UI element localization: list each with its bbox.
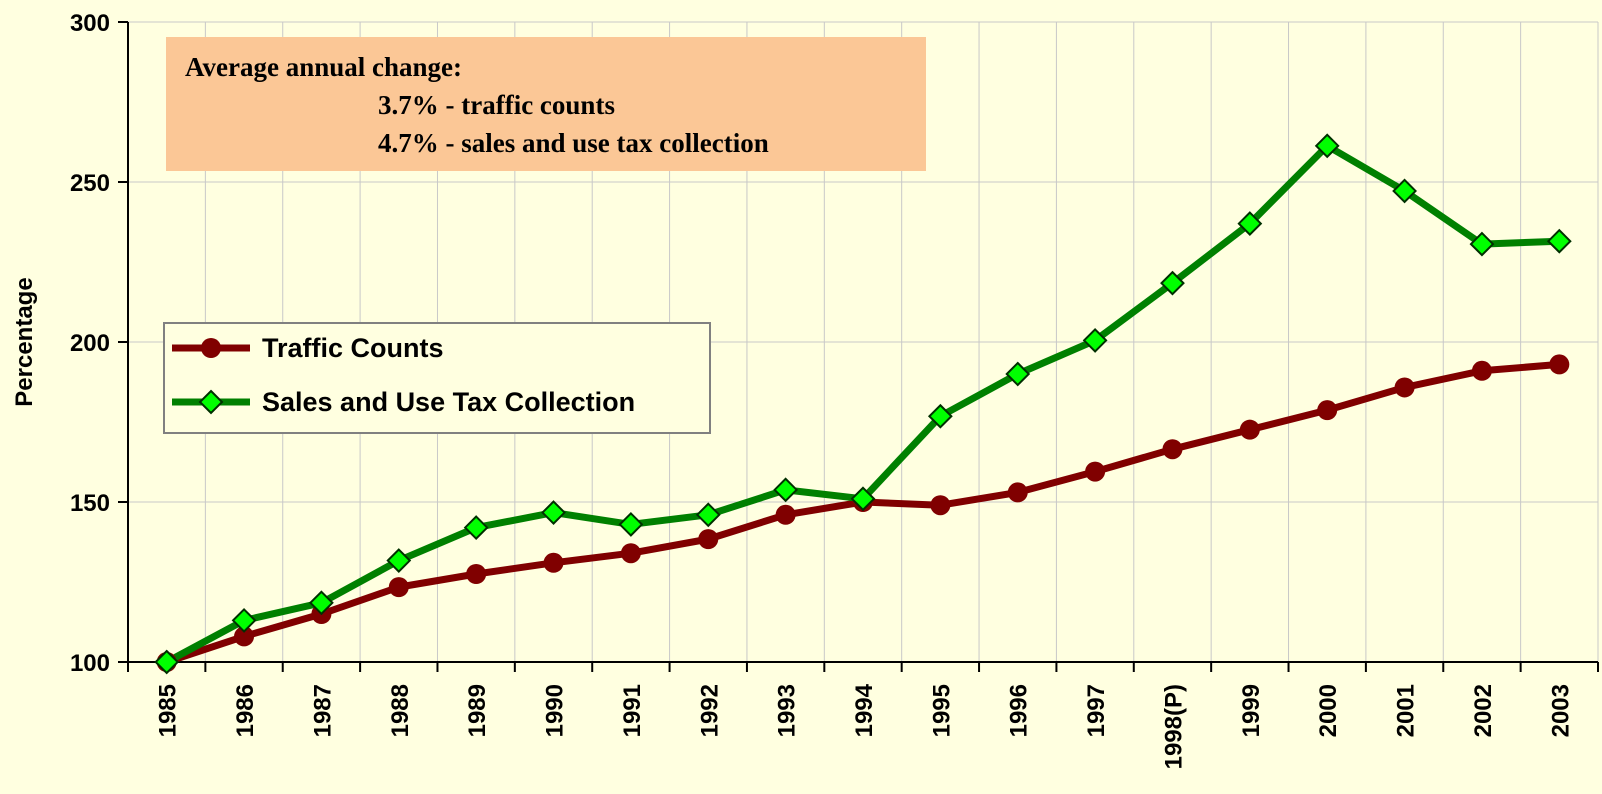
marker xyxy=(541,500,566,525)
marker xyxy=(1082,327,1108,353)
x-tick-label: 1991 xyxy=(619,684,646,737)
marker xyxy=(543,552,564,573)
legend-label: Sales and Use Tax Collection xyxy=(262,387,635,417)
legend-marker xyxy=(198,389,224,415)
x-tick-label: 1997 xyxy=(1083,684,1110,737)
marker xyxy=(1317,400,1338,421)
annotation-line: Average annual change: xyxy=(185,52,462,82)
x-tick-label: 1987 xyxy=(309,684,336,737)
x-tick-label: 1999 xyxy=(1238,684,1265,737)
marker xyxy=(698,529,719,550)
marker xyxy=(388,577,409,598)
marker xyxy=(309,590,334,616)
marker xyxy=(1085,461,1106,482)
annotation-line: 3.7% - traffic counts xyxy=(378,90,615,120)
marker xyxy=(927,403,953,429)
marker xyxy=(850,486,876,512)
marker xyxy=(234,626,255,647)
x-tick-label: 1986 xyxy=(232,684,259,737)
marker xyxy=(463,515,489,541)
marker xyxy=(620,543,641,564)
y-tick-label: 150 xyxy=(70,490,110,517)
marker xyxy=(930,495,951,516)
marker xyxy=(231,607,257,633)
marker xyxy=(1471,360,1492,381)
y-tick-label: 250 xyxy=(70,170,110,197)
marker xyxy=(1549,354,1570,375)
annotation-box xyxy=(166,37,926,171)
marker xyxy=(1005,361,1031,387)
marker xyxy=(1007,482,1028,503)
y-axis-label: Percentage xyxy=(11,277,38,406)
x-tick-label: 2003 xyxy=(1547,684,1574,737)
x-tick-label: 2000 xyxy=(1315,684,1342,737)
marker xyxy=(618,511,644,537)
marker xyxy=(1469,231,1495,257)
x-tick-label: 1993 xyxy=(774,684,801,737)
x-tick-label: 2002 xyxy=(1470,684,1497,737)
marker xyxy=(1392,178,1417,204)
marker xyxy=(466,564,487,584)
marker xyxy=(1237,211,1263,237)
y-tick-label: 200 xyxy=(70,330,110,357)
x-tick-label: 2001 xyxy=(1393,684,1420,737)
x-tick-label: 1994 xyxy=(851,683,878,737)
x-tick-label: 1998(P) xyxy=(1160,684,1187,769)
marker xyxy=(1394,377,1415,398)
marker xyxy=(1162,439,1183,460)
marker xyxy=(1160,270,1185,296)
annotation-line: 4.7% - sales and use tax collection xyxy=(378,128,769,158)
x-tick-label: 1992 xyxy=(696,684,723,737)
x-tick-label: 1989 xyxy=(464,684,491,737)
marker xyxy=(695,502,721,528)
y-tick-label: 100 xyxy=(70,650,110,677)
marker xyxy=(386,548,412,573)
x-tick-label: 1985 xyxy=(155,684,182,737)
marker xyxy=(1239,419,1260,440)
marker xyxy=(1546,228,1572,254)
legend-box xyxy=(163,322,711,434)
marker xyxy=(773,477,799,503)
x-tick-label: 1995 xyxy=(928,684,955,737)
marker xyxy=(1314,133,1340,159)
legend-label: Traffic Counts xyxy=(262,333,444,363)
x-tick-label: 1990 xyxy=(542,684,569,737)
legend-marker xyxy=(201,338,221,358)
plot xyxy=(154,133,1572,675)
marker xyxy=(154,649,180,675)
y-tick-label: 300 xyxy=(70,10,110,37)
marker xyxy=(775,504,796,525)
legend: Traffic Counts Sales and Use Tax Collecti… xyxy=(163,322,711,434)
x-tick-label: 1996 xyxy=(1006,684,1033,737)
x-tick-label: 1988 xyxy=(387,684,414,737)
